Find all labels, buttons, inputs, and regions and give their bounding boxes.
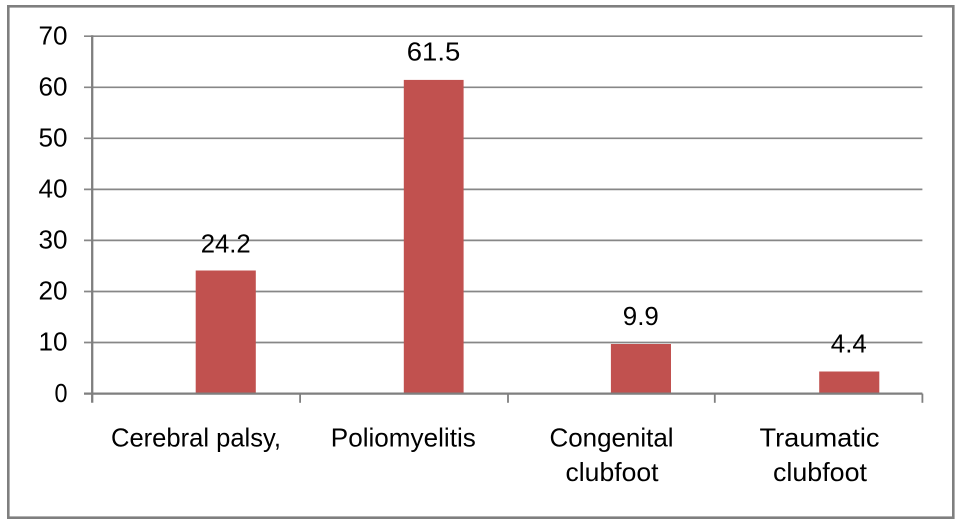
svg-text:70: 70 [39, 20, 68, 50]
svg-text:30: 30 [39, 225, 68, 255]
svg-text:10: 10 [39, 327, 68, 357]
svg-text:20: 20 [39, 276, 68, 306]
svg-text:clubfoot: clubfoot [773, 457, 868, 487]
svg-text:50: 50 [39, 123, 68, 153]
svg-text:40: 40 [39, 174, 68, 204]
svg-text:Cerebral palsy,: Cerebral palsy, [111, 422, 281, 452]
svg-text:9.9: 9.9 [623, 301, 659, 331]
svg-text:0: 0 [55, 378, 68, 408]
svg-text:Poliomyelitis: Poliomyelitis [331, 422, 476, 452]
svg-text:24.2: 24.2 [201, 228, 251, 258]
svg-text:Traumatic: Traumatic [760, 422, 880, 452]
svg-text:61.5: 61.5 [407, 36, 461, 66]
svg-text:clubfoot: clubfoot [566, 457, 660, 487]
svg-text:4.4: 4.4 [831, 328, 867, 358]
svg-text:60: 60 [39, 72, 68, 102]
svg-text:Congenital: Congenital [550, 422, 674, 452]
